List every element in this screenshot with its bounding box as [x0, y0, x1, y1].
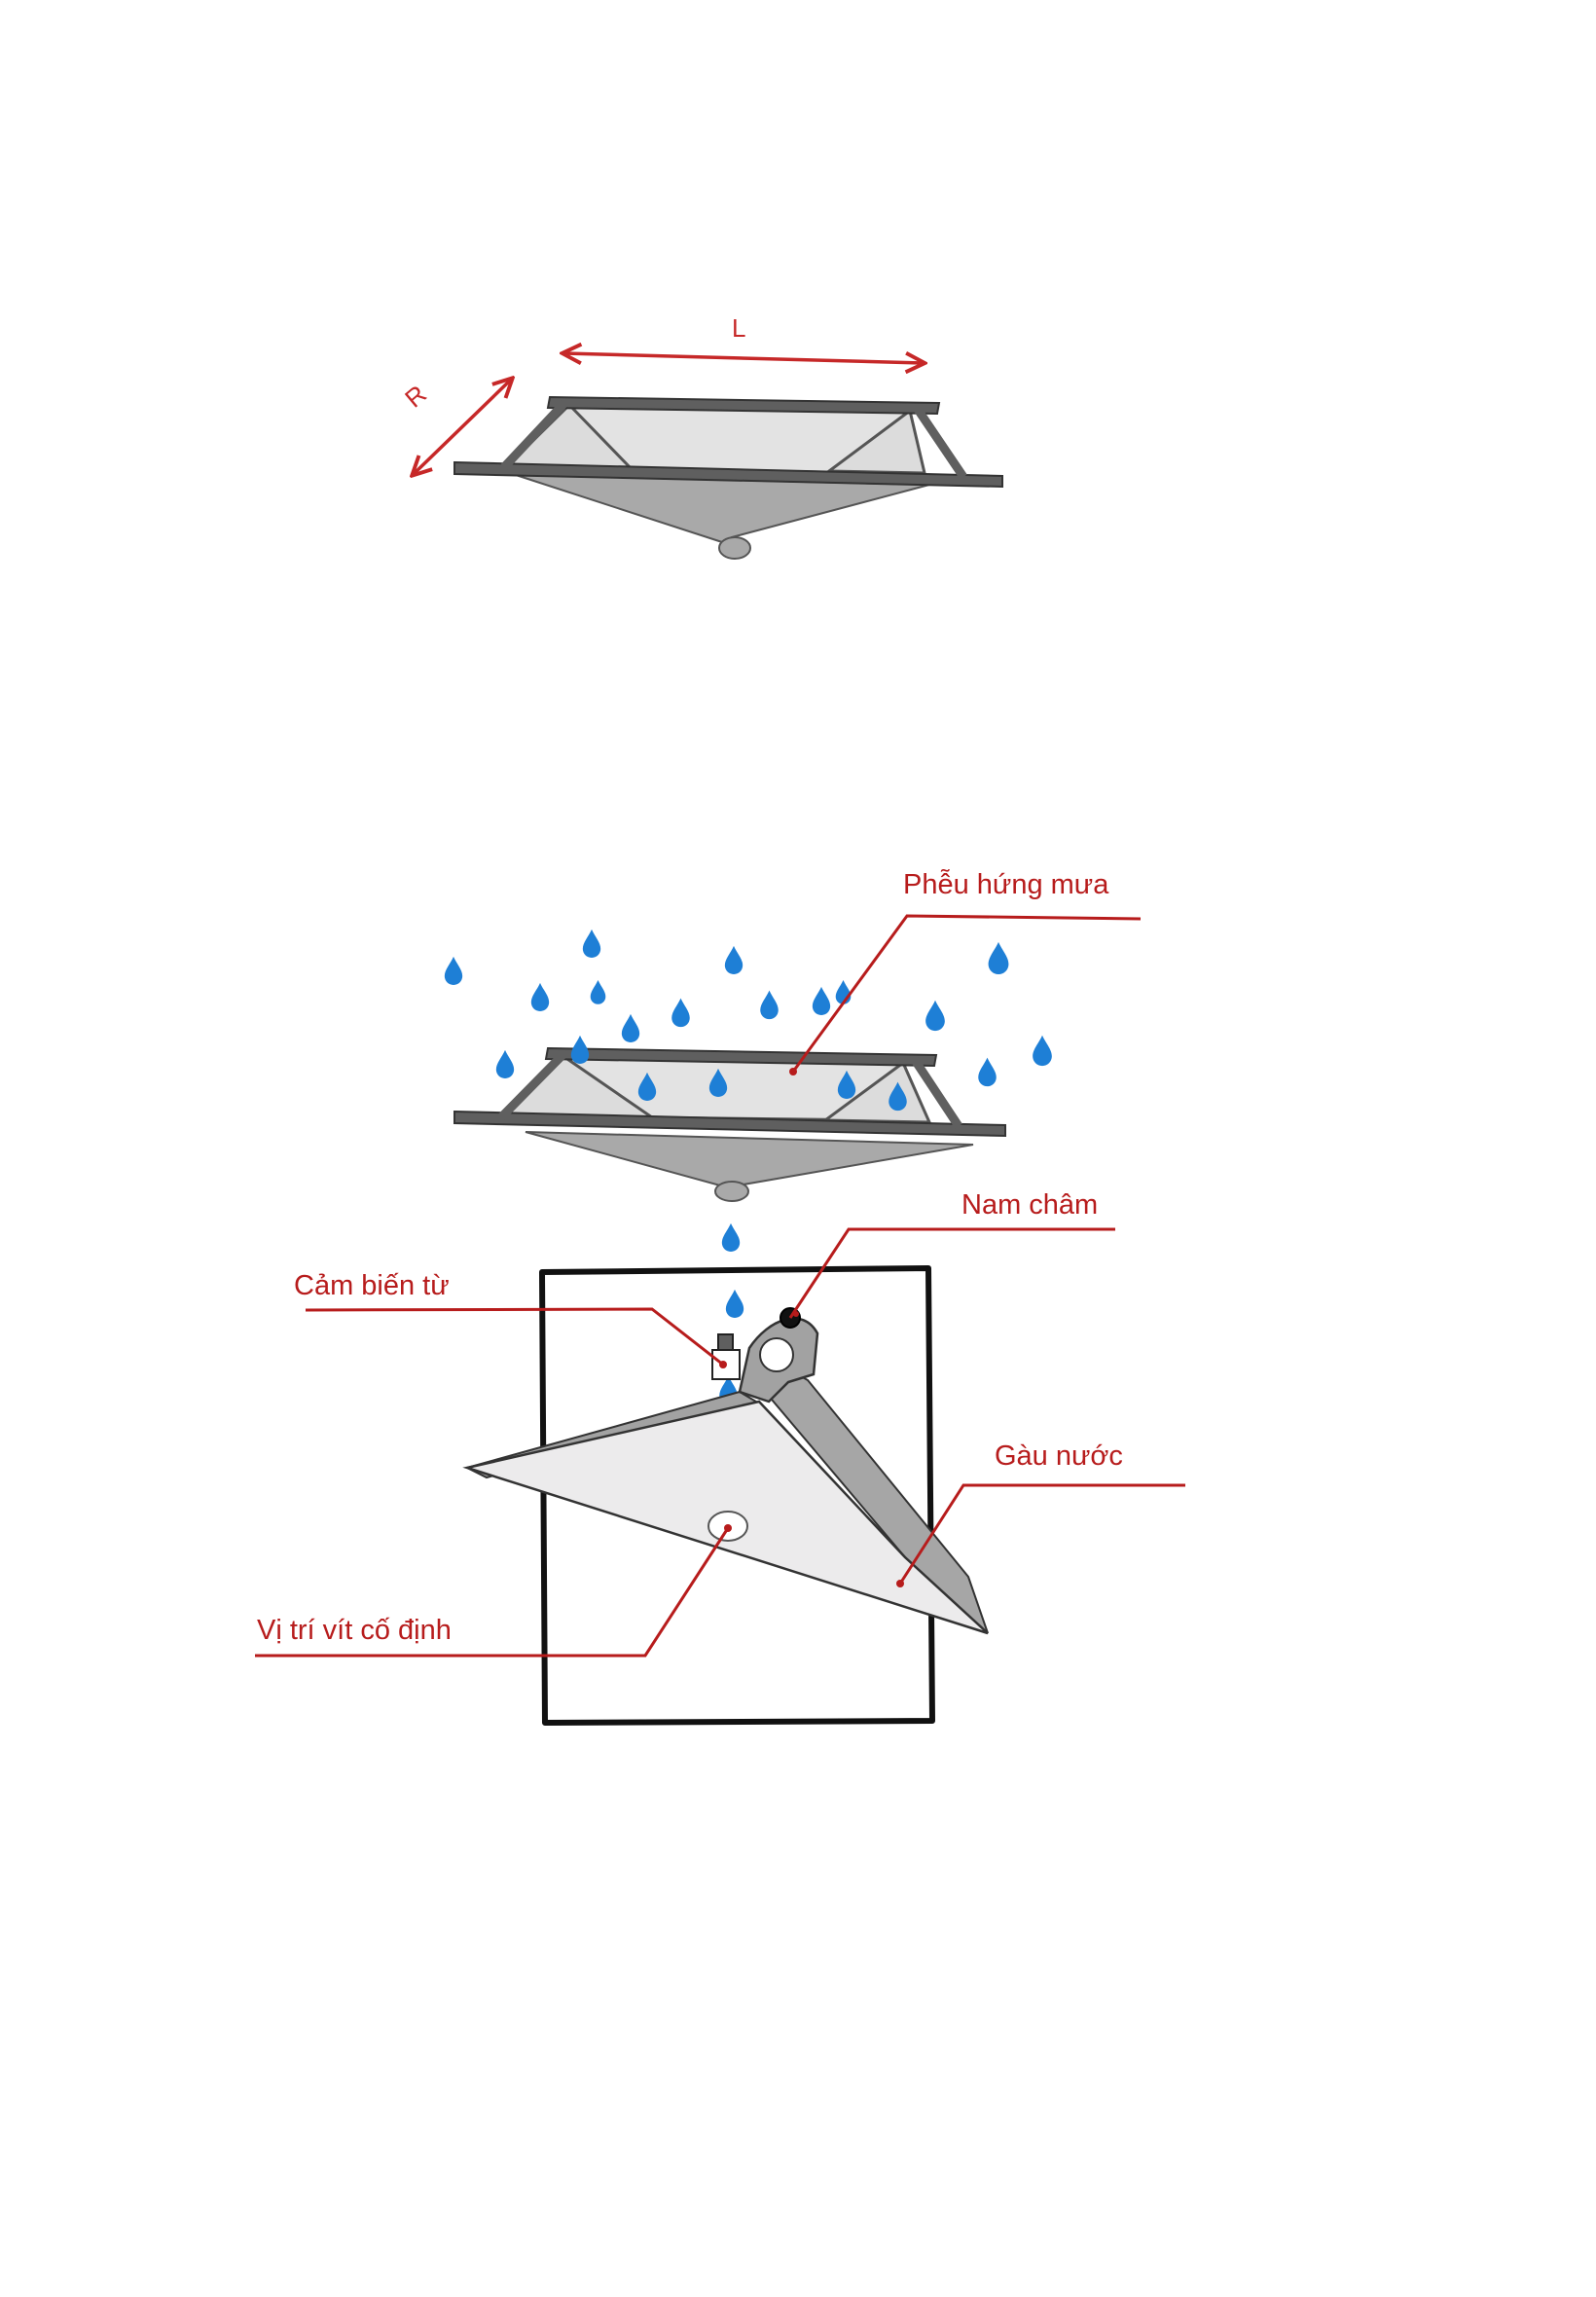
fixing-screw-label: Vị trí vít cố định [257, 1615, 452, 1646]
length-label: L [732, 313, 746, 343]
leader-lines [255, 914, 1185, 1658]
length-dimension-arrow [564, 353, 923, 363]
leader-sensor [305, 1307, 724, 1367]
raindrop [530, 982, 550, 1011]
frame-strut-right [911, 1057, 962, 1129]
pivot-hole [759, 1337, 794, 1372]
funnel-cone [515, 474, 930, 544]
raindrop [812, 986, 831, 1015]
frame-bar-back [546, 395, 941, 416]
magnetic-sensor-label: Cảm biến từ [294, 1270, 450, 1301]
leader-bucket [898, 1483, 1185, 1585]
width-dimension-arrow [414, 380, 511, 474]
raindrop [1033, 1035, 1052, 1067]
frame-bar-front [453, 1110, 1006, 1138]
magnet-label: Nam châm [961, 1189, 1099, 1221]
raindrop [721, 1222, 741, 1252]
raindrop [835, 979, 852, 1004]
raindrop [590, 979, 606, 1004]
housing-box [539, 1265, 935, 1726]
funnel-outlet [714, 1181, 749, 1202]
magnetic-sensor [711, 1333, 741, 1380]
funnel-label: Phễu hứng mưa [903, 869, 1109, 900]
raindrop [978, 1057, 997, 1087]
leader-dot-funnel [789, 1068, 797, 1076]
raindrop [570, 1035, 590, 1064]
frame-strut-left [497, 1051, 566, 1121]
leader-funnel [791, 914, 1142, 1073]
tipping-bucket [462, 1307, 989, 1635]
raindrop [582, 929, 601, 958]
frame-strut-right [913, 405, 967, 480]
funnel-outlet [718, 536, 751, 560]
raindrop [988, 941, 1009, 975]
sensor-head [717, 1333, 734, 1351]
raindrop [760, 990, 779, 1020]
raindrop [495, 1049, 515, 1078]
raindrop [925, 1000, 945, 1032]
leader-dot-screw [724, 1524, 732, 1532]
leader-dot-bucket [896, 1580, 904, 1587]
leader-screw [255, 1527, 730, 1658]
raindrop [724, 945, 744, 974]
leader-dot-sensor [719, 1361, 727, 1368]
funnel-main [453, 1046, 1006, 1202]
bucket-label: Gàu nước [995, 1440, 1123, 1472]
raindrop [621, 1013, 640, 1042]
raindrop [444, 956, 463, 985]
funnel-top-view [453, 395, 1003, 560]
raindrop [725, 1289, 744, 1318]
funnel-cone [525, 1131, 974, 1186]
raindrop [671, 998, 690, 1028]
leader-magnet [788, 1227, 1115, 1319]
